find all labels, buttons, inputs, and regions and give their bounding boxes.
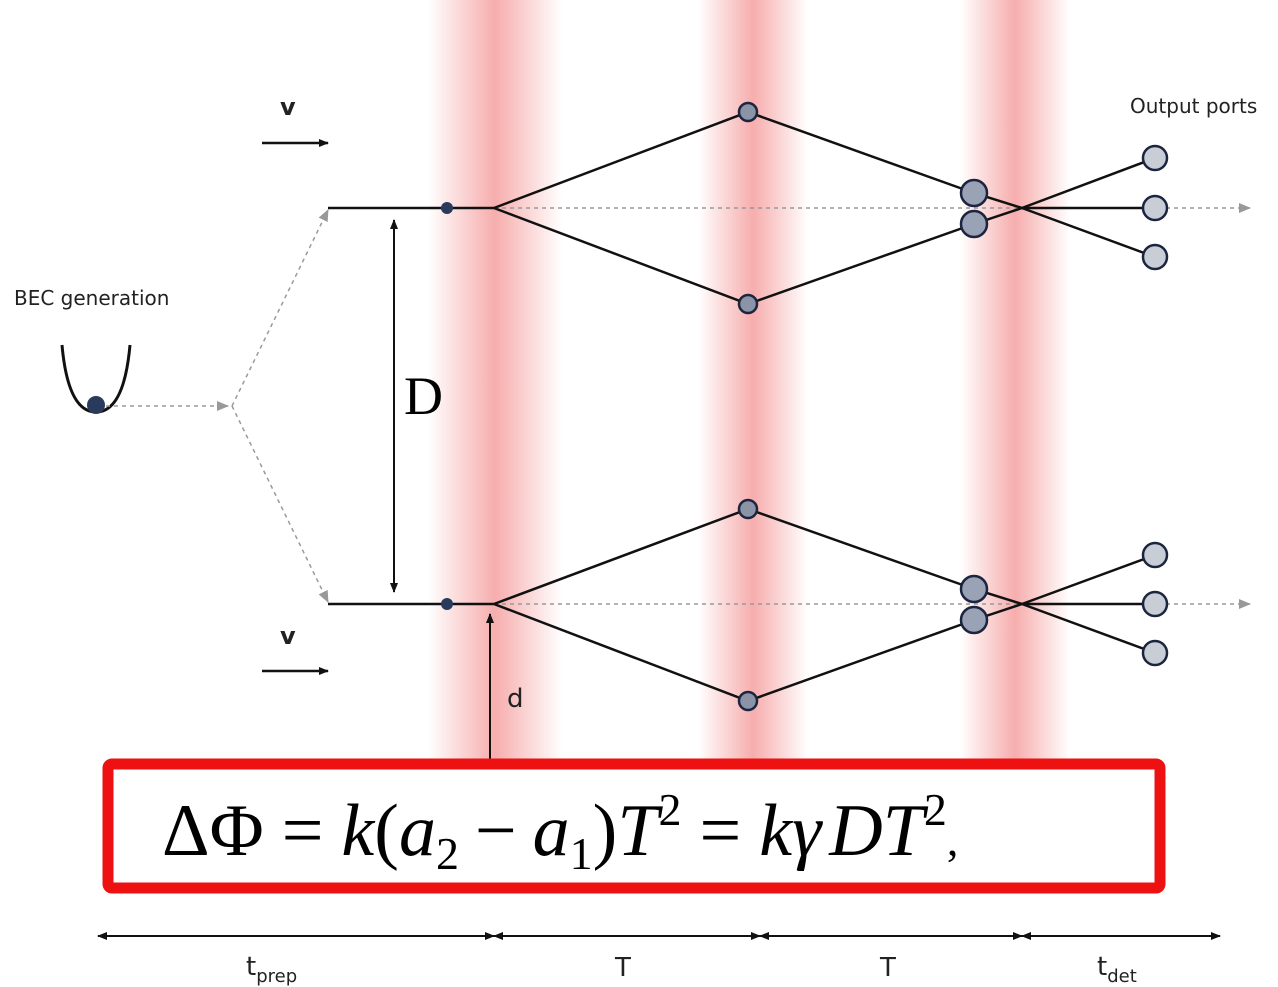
output-port-bottom-2 (1141, 590, 1169, 618)
atom-bottom-merge-upper (959, 574, 989, 604)
formula-highlight-box (102, 758, 1166, 894)
timeline-label-T1: T (614, 953, 631, 983)
atom-top-start (441, 202, 453, 214)
laser-distance-label: d (507, 684, 524, 714)
velocity-label-bottom: v (280, 622, 296, 650)
output-port-top-1 (1141, 144, 1169, 172)
bec-atom-cloud (87, 396, 105, 414)
laser-beam-3 (960, 0, 1070, 770)
output-port-top-3 (1141, 243, 1169, 271)
atom-bottom-start (441, 598, 453, 610)
atom-bottom-upper (737, 498, 759, 520)
split-dotted-line-up (231, 209, 329, 407)
bec-generation-label: BEC generation (14, 286, 169, 310)
output-ports-label: Output ports (1130, 94, 1257, 118)
timeline-label-tprep: tprep (246, 952, 297, 987)
separation-label: D (404, 366, 443, 426)
atom-bottom-lower (737, 690, 759, 712)
output-port-bottom-1 (1141, 541, 1169, 569)
atom-top-lower (737, 293, 759, 315)
formula-text: ΔΦ = k(a2− a1)T2 = kγ DT2, (162, 784, 958, 879)
output-port-top-2 (1141, 194, 1169, 222)
laser-beam-1 (428, 0, 562, 770)
laser-beam-2 (698, 0, 808, 770)
atom-top-merge-lower (959, 209, 989, 239)
atom-top-upper (737, 101, 759, 123)
timeline-label-tdet: tdet (1097, 952, 1137, 987)
split-dotted-line-down (231, 405, 329, 603)
timeline: tprep T T tdet (97, 932, 1221, 987)
phase-shift-formula: ΔΦ = k(a2− a1)T2 = kγ DT2, (162, 784, 958, 879)
bottom-interferometer (328, 498, 1251, 712)
atom-top-merge-upper (959, 178, 989, 208)
output-port-bottom-3 (1141, 639, 1169, 667)
top-interferometer (328, 101, 1251, 315)
atom-bottom-merge-lower (959, 605, 989, 635)
timeline-label-T2: T (879, 953, 896, 983)
velocity-label-top: v (280, 93, 296, 121)
